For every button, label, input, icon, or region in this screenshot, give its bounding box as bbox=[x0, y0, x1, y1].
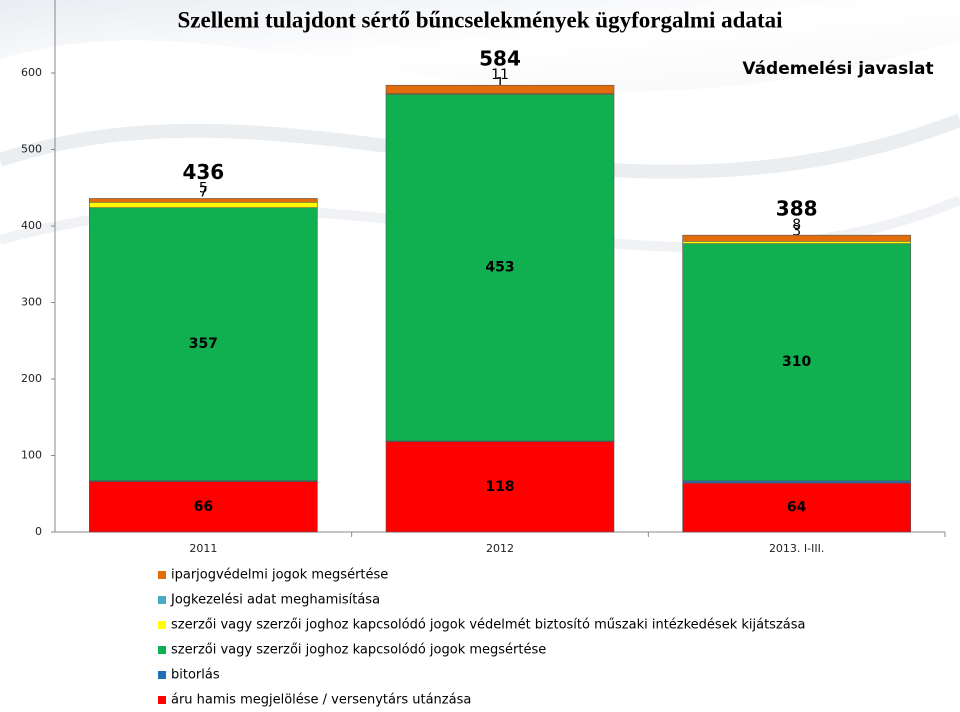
bar-segment bbox=[682, 241, 911, 244]
decoration bbox=[0, 0, 960, 92]
legend-label: szerzői vagy szerzői joghoz kapcsolódó j… bbox=[171, 618, 805, 633]
legend-label: szerzői vagy szerzői joghoz kapcsolódó j… bbox=[171, 643, 546, 658]
y-tick-label: 300 bbox=[21, 296, 42, 309]
bar-segment bbox=[89, 198, 318, 203]
y-tick-label: 500 bbox=[21, 143, 42, 156]
y-tick-label: 700 bbox=[21, 0, 42, 3]
y-tick-label: 400 bbox=[21, 219, 42, 232]
bar-segment bbox=[682, 480, 911, 484]
bar-segment bbox=[385, 441, 615, 533]
data-label: 310 bbox=[782, 354, 811, 370]
data-label: 7 bbox=[199, 184, 208, 200]
data-label: 8 bbox=[792, 217, 801, 233]
legend-swatch bbox=[158, 621, 166, 629]
total-label: 436 bbox=[182, 160, 224, 184]
legend-label: bitorlás bbox=[171, 668, 220, 683]
legend-label: áru hamis megjelölése / versenytárs után… bbox=[171, 693, 471, 708]
data-label: 453 bbox=[485, 260, 514, 276]
y-tick-label: 0 bbox=[35, 525, 42, 538]
data-label: 64 bbox=[787, 500, 807, 516]
legend-swatch bbox=[158, 671, 166, 679]
annotation: Vádemelési javaslat bbox=[742, 59, 933, 79]
total-label: 388 bbox=[776, 197, 818, 221]
legend-swatch bbox=[158, 646, 166, 654]
bar-segment bbox=[682, 243, 911, 482]
data-label: 3 bbox=[792, 223, 801, 239]
bar-segment bbox=[89, 481, 318, 533]
legend-label: iparjogvédelmi jogok megsértése bbox=[171, 568, 388, 583]
data-label: 1 bbox=[496, 76, 505, 92]
x-tick-label: 2011 bbox=[189, 542, 217, 555]
y-tick-label: 100 bbox=[21, 449, 42, 462]
legend-swatch bbox=[158, 596, 166, 604]
data-label: 11 bbox=[491, 67, 509, 83]
chart-title: Szellemi tulajdont sértő bűncselekmények… bbox=[178, 7, 784, 32]
data-label: 357 bbox=[189, 336, 218, 352]
y-tick-label: 600 bbox=[21, 66, 42, 79]
legend-swatch bbox=[158, 571, 166, 579]
total-label: 584 bbox=[479, 47, 521, 71]
bar-segment bbox=[682, 482, 911, 533]
bar-segment bbox=[89, 201, 318, 208]
bar-segment bbox=[682, 234, 911, 242]
bar-segment bbox=[89, 207, 318, 482]
x-tick-label: 2013. I-III. bbox=[769, 542, 824, 555]
x-tick-label: 2012 bbox=[486, 542, 514, 555]
data-label: 5 bbox=[199, 180, 208, 196]
data-label: 118 bbox=[485, 479, 514, 495]
y-tick-label: 200 bbox=[21, 372, 42, 385]
legend-label: Jogkezelési adat meghamisítása bbox=[170, 593, 380, 608]
bar-segment bbox=[385, 84, 615, 94]
data-label: 66 bbox=[194, 499, 213, 515]
legend-swatch bbox=[158, 696, 166, 704]
